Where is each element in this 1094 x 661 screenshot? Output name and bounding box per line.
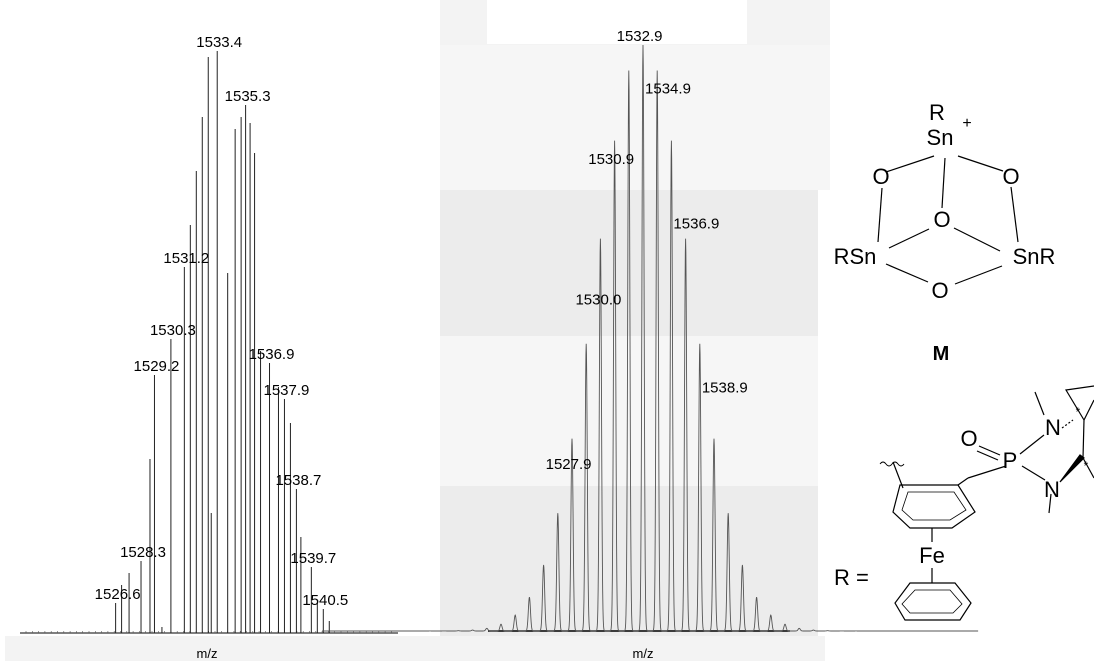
- oxygen-center: O: [933, 207, 950, 232]
- structure-m: [877, 155, 1019, 285]
- structure-m-labels: R Sn + O O O RSn SnR O M: [834, 100, 1056, 365]
- peak-label: 1526.6: [95, 586, 141, 603]
- oxygen-bottom: O: [931, 278, 948, 303]
- nitrogen-bottom: N: [1044, 477, 1060, 502]
- mass-spectrum-simulated: 1532.9 1534.9 1530.9 1536.9 1530.0 1538.9 1527…: [322, 28, 979, 661]
- structure-caption: M: [933, 343, 950, 365]
- x-axis-ticks: [25, 631, 392, 633]
- peak-label: 1540.5: [302, 592, 348, 609]
- peak-label: 1533.4: [196, 34, 242, 51]
- tin-atom: Sn: [927, 125, 954, 150]
- peak-labels: 1533.4 1535.3 1531.2 1530.3 1536.9 1537.9 1529…: [95, 34, 349, 609]
- peak-label: 1537.9: [264, 382, 310, 399]
- oxygen-right: O: [1002, 164, 1019, 189]
- envelope-trace: [322, 44, 979, 632]
- x-axis-title: m/z: [197, 646, 218, 661]
- peak-label: 1530.9: [588, 151, 634, 168]
- peak-label: 1529.2: [134, 358, 180, 375]
- peak-label: 1538.9: [702, 380, 748, 397]
- peak-label: 1536.9: [249, 346, 295, 363]
- peak-label: 1532.9: [617, 28, 663, 45]
- tin-left: RSn: [834, 244, 877, 269]
- peak-label: 1538.7: [275, 472, 321, 489]
- structure-r: [879, 385, 1094, 621]
- peak-label: 1539.7: [290, 550, 336, 567]
- charge-plus: +: [962, 115, 971, 132]
- x-axis-title: m/z: [633, 646, 654, 661]
- phosphorus-atom: P: [1003, 448, 1018, 473]
- peak-label: 1534.9: [645, 81, 691, 98]
- peak-label: 1527.9: [546, 456, 592, 473]
- structure-r-labels: R = N O P N Fe * *: [834, 405, 1089, 590]
- oxygen-left: O: [872, 164, 889, 189]
- peak-label: 1536.9: [673, 216, 719, 233]
- nitrogen-top: N: [1045, 415, 1061, 440]
- r-equals: R =: [834, 565, 869, 590]
- background-panels: [5, 0, 830, 661]
- tin-right: SnR: [1013, 244, 1056, 269]
- peak-labels: 1532.9 1534.9 1530.9 1536.9 1530.0 1538.9 1527…: [546, 28, 748, 473]
- peak-label: 1528.3: [120, 544, 166, 561]
- peak-label: 1535.3: [225, 88, 271, 105]
- spectrum-bars: [115, 51, 330, 633]
- peak-label: 1530.3: [150, 322, 196, 339]
- r-substituent: R: [929, 100, 945, 125]
- peak-label: 1530.0: [575, 292, 621, 309]
- stereocenter-star: *: [1076, 405, 1081, 419]
- mass-spectrum-experimental: 1533.4 1535.3 1531.2 1530.3 1536.9 1537.9 1529…: [20, 34, 398, 661]
- stereocenter-star: *: [1084, 459, 1089, 473]
- peak-label: 1531.2: [163, 250, 209, 267]
- iron-atom: Fe: [919, 543, 945, 568]
- oxygen-atom: O: [960, 426, 977, 451]
